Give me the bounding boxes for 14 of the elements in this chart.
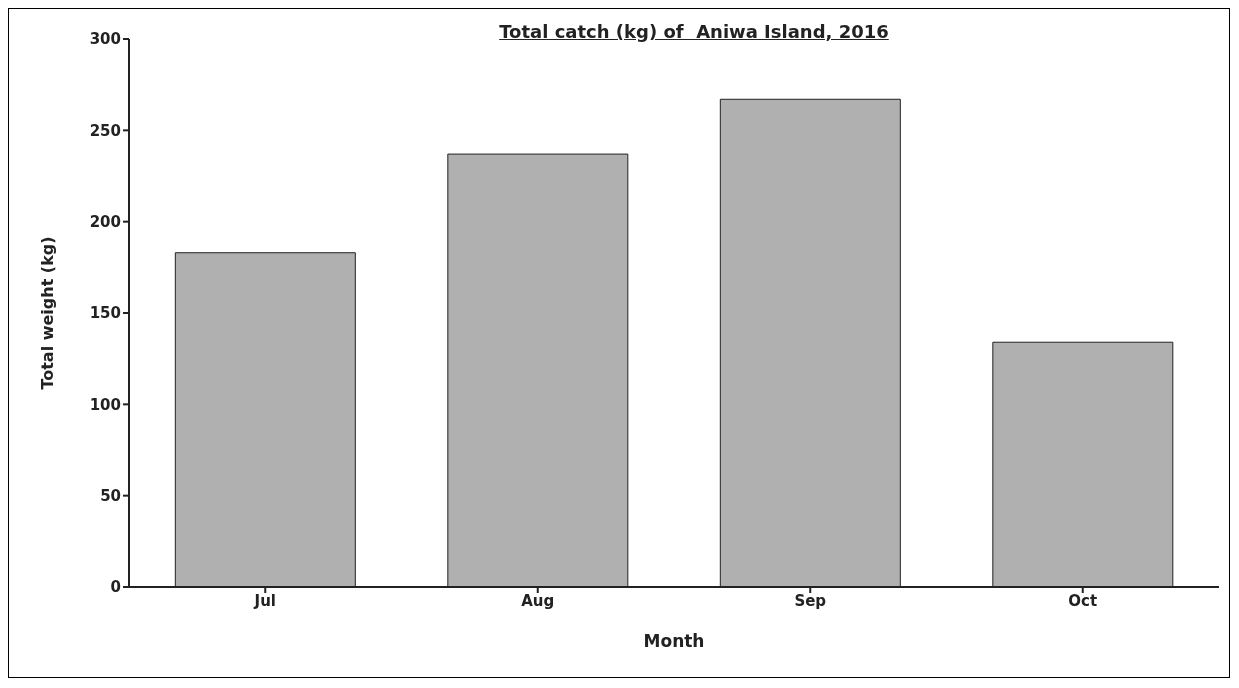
x-tick-label: Jul: [253, 591, 276, 610]
y-tick-label: 250: [89, 121, 121, 140]
y-tick-label: 0: [110, 578, 121, 597]
y-tick-label: 100: [89, 395, 121, 414]
x-axis-title: Month: [643, 631, 705, 651]
x-tick-label: Sep: [794, 591, 827, 610]
y-tick-label: 150: [89, 304, 121, 323]
y-tick-label: 300: [89, 30, 121, 49]
y-tick-label: 50: [100, 486, 121, 505]
y-axis-title: Total weight (kg): [37, 236, 57, 390]
x-tick-label: Oct: [1068, 591, 1098, 610]
x-tick-label: Aug: [521, 591, 555, 610]
chart-title: Total catch (kg) of Aniwa Island, 2016: [498, 21, 890, 42]
y-tick-label: 200: [89, 212, 121, 231]
